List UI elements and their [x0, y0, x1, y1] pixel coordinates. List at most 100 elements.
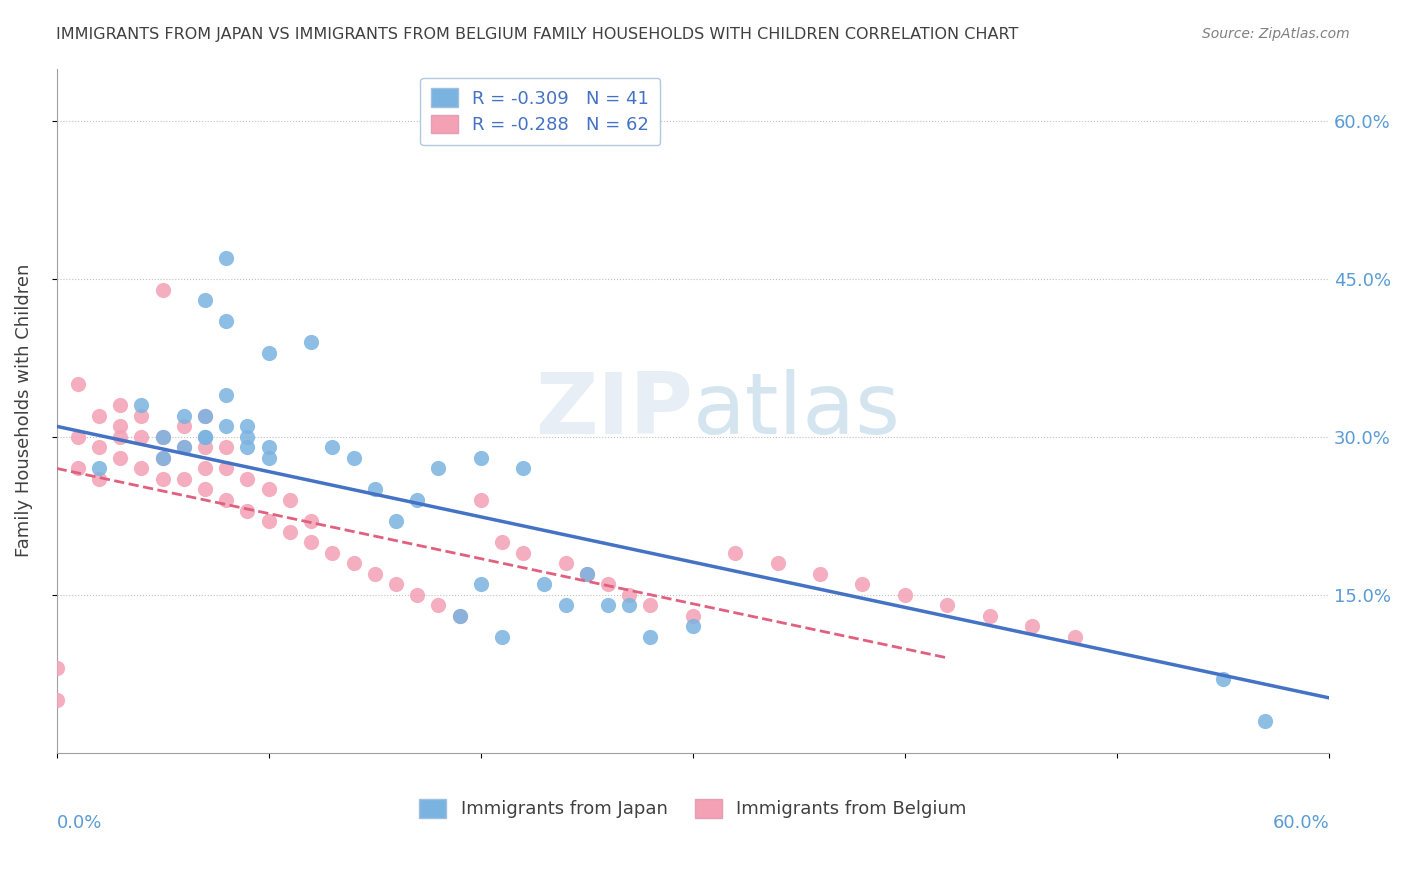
- Point: [278, 524, 301, 539]
- Text: 0.0%: 0.0%: [56, 814, 103, 832]
- Point: [470, 450, 492, 465]
- Point: [449, 608, 471, 623]
- Point: [131, 461, 153, 475]
- Point: [173, 441, 195, 455]
- Point: [66, 461, 89, 475]
- Point: [512, 461, 534, 475]
- Point: [1254, 714, 1277, 728]
- Point: [491, 535, 513, 549]
- Point: [194, 293, 217, 307]
- Point: [851, 577, 873, 591]
- Point: [364, 483, 387, 497]
- Point: [321, 441, 343, 455]
- Point: [173, 409, 195, 423]
- Point: [257, 514, 280, 528]
- Point: [194, 483, 217, 497]
- Point: [619, 588, 641, 602]
- Point: [979, 608, 1001, 623]
- Point: [449, 608, 471, 623]
- Point: [110, 419, 132, 434]
- Point: [215, 419, 238, 434]
- Point: [299, 535, 322, 549]
- Point: [257, 345, 280, 359]
- Point: [596, 599, 619, 613]
- Point: [257, 441, 280, 455]
- Point: [215, 461, 238, 475]
- Point: [619, 599, 641, 613]
- Point: [640, 599, 662, 613]
- Point: [682, 619, 704, 633]
- Point: [215, 251, 238, 265]
- Point: [194, 430, 217, 444]
- Point: [87, 461, 110, 475]
- Point: [491, 630, 513, 644]
- Point: [406, 493, 429, 508]
- Point: [236, 441, 259, 455]
- Point: [512, 546, 534, 560]
- Point: [342, 556, 364, 570]
- Point: [45, 661, 67, 675]
- Point: [766, 556, 789, 570]
- Point: [66, 430, 89, 444]
- Point: [533, 577, 555, 591]
- Point: [194, 409, 217, 423]
- Point: [427, 461, 450, 475]
- Text: atlas: atlas: [693, 369, 901, 452]
- Point: [575, 566, 598, 581]
- Point: [257, 450, 280, 465]
- Point: [385, 577, 408, 591]
- Point: [194, 430, 217, 444]
- Point: [45, 693, 67, 707]
- Point: [66, 377, 89, 392]
- Point: [87, 441, 110, 455]
- Point: [640, 630, 662, 644]
- Point: [299, 335, 322, 350]
- Point: [110, 450, 132, 465]
- Point: [131, 409, 153, 423]
- Point: [152, 430, 174, 444]
- Point: [215, 441, 238, 455]
- Point: [152, 472, 174, 486]
- Point: [575, 566, 598, 581]
- Point: [131, 398, 153, 412]
- Point: [682, 608, 704, 623]
- Point: [215, 388, 238, 402]
- Point: [427, 599, 450, 613]
- Point: [236, 430, 259, 444]
- Point: [110, 398, 132, 412]
- Point: [278, 493, 301, 508]
- Point: [152, 450, 174, 465]
- Point: [406, 588, 429, 602]
- Point: [236, 472, 259, 486]
- Point: [215, 493, 238, 508]
- Point: [724, 546, 747, 560]
- Y-axis label: Family Households with Children: Family Households with Children: [15, 264, 32, 558]
- Point: [342, 450, 364, 465]
- Legend: R = -0.309   N = 41, R = -0.288   N = 62: R = -0.309 N = 41, R = -0.288 N = 62: [420, 78, 661, 145]
- Point: [194, 461, 217, 475]
- Point: [173, 441, 195, 455]
- Text: 60.0%: 60.0%: [1272, 814, 1329, 832]
- Point: [364, 566, 387, 581]
- Point: [110, 430, 132, 444]
- Point: [894, 588, 917, 602]
- Point: [87, 409, 110, 423]
- Point: [236, 503, 259, 517]
- Point: [1212, 672, 1234, 686]
- Point: [152, 450, 174, 465]
- Point: [470, 493, 492, 508]
- Point: [194, 409, 217, 423]
- Point: [470, 577, 492, 591]
- Text: ZIP: ZIP: [536, 369, 693, 452]
- Point: [194, 441, 217, 455]
- Point: [173, 472, 195, 486]
- Text: Source: ZipAtlas.com: Source: ZipAtlas.com: [1202, 27, 1350, 41]
- Point: [321, 546, 343, 560]
- Point: [257, 483, 280, 497]
- Point: [131, 430, 153, 444]
- Point: [808, 566, 831, 581]
- Point: [936, 599, 959, 613]
- Point: [554, 599, 576, 613]
- Point: [152, 283, 174, 297]
- Point: [1063, 630, 1085, 644]
